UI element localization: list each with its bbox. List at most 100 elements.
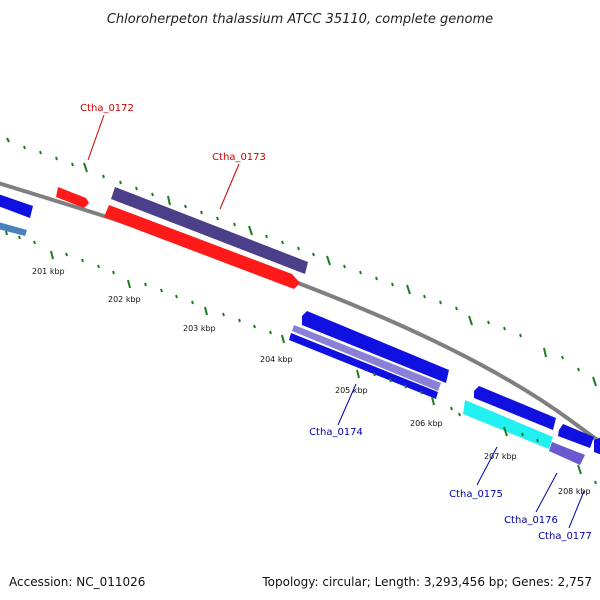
gene-leader: [476, 446, 498, 486]
outer-tick: [375, 276, 378, 281]
inner-tick: [404, 384, 407, 389]
gene-label-ctha-0177[interactable]: Ctha_0177: [538, 531, 592, 542]
kbp-label: 202 kbp: [108, 295, 141, 304]
outer-tick: [233, 222, 236, 227]
gene-arrow: [289, 333, 438, 399]
outer-tick: [312, 252, 315, 257]
outer-tick: [200, 210, 203, 215]
outer-tick: [71, 162, 74, 167]
outer-tick: [592, 376, 597, 387]
gene-label-ctha-0173[interactable]: Ctha_0173: [212, 152, 266, 163]
inner-tick: [536, 438, 539, 443]
gene-arrow: [0, 222, 27, 236]
inner-tick: [144, 282, 147, 287]
outer-tick: [135, 186, 138, 191]
gene-arrow: [292, 325, 441, 391]
outer-tick: [6, 137, 10, 143]
gene-arrow: [111, 187, 308, 274]
gene-label-ctha-0172[interactable]: Ctha_0172: [80, 103, 134, 114]
gene-label-ctha-0174[interactable]: Ctha_0174: [309, 427, 363, 438]
outer-tick: [151, 192, 154, 197]
outer-tick: [326, 255, 331, 266]
inner-tick: [373, 372, 376, 377]
gene-arrow: [474, 386, 556, 430]
inner-tick-ring: [5, 230, 597, 485]
outer-tick: [577, 367, 580, 372]
outer-tick: [83, 162, 88, 173]
gene-arrow: [463, 400, 553, 449]
gene-leader: [568, 490, 585, 529]
inner-tick: [175, 294, 178, 299]
inner-tick: [356, 369, 360, 379]
kbp-label: 207 kbp: [484, 452, 517, 461]
inner-tick: [503, 426, 508, 437]
gene-leader: [535, 472, 558, 513]
outer-tick: [439, 300, 442, 305]
outer-tick: [359, 270, 362, 275]
inner-tick: [204, 306, 208, 316]
gene-arrow: [558, 424, 594, 448]
inner-tick: [594, 480, 597, 485]
inner-tick: [127, 279, 131, 289]
inner-tick: [81, 258, 84, 263]
kbp-label: 204 kbp: [260, 355, 293, 364]
gene-label-ctha-0175[interactable]: Ctha_0175: [449, 489, 503, 500]
outer-tick: [519, 333, 522, 338]
outer-tick: [184, 204, 187, 209]
inner-tick: [389, 378, 392, 383]
inner-tick: [450, 406, 453, 411]
inner-tick: [112, 270, 115, 275]
gene-leaders: [87, 114, 585, 529]
accession-text: Accession: NC_011026: [9, 575, 145, 589]
inner-tick: [431, 396, 435, 406]
outer-tick: [102, 174, 105, 179]
outer-tick: [343, 264, 346, 269]
inner-tick: [577, 464, 582, 475]
outer-tick: [281, 240, 284, 245]
gene-label-ctha-0176[interactable]: Ctha_0176: [504, 515, 558, 526]
inner-tick: [65, 252, 68, 257]
inner-tick: [97, 264, 100, 269]
inner-tick: [253, 324, 256, 329]
gene-arrow: [104, 205, 300, 289]
reverse-genes: [289, 311, 600, 465]
outer-tick: [39, 150, 42, 155]
kbp-label: 206 kbp: [410, 419, 443, 428]
kbp-label: 208 kbp: [558, 487, 591, 496]
inner-tick: [238, 318, 241, 323]
gene-arrow: [56, 187, 89, 208]
inner-tick: [18, 235, 21, 240]
gene-leader: [87, 114, 105, 161]
kbp-label: 205 kbp: [335, 386, 368, 395]
gene-arrow: [302, 311, 449, 383]
outer-tick: [216, 216, 219, 221]
map-title: Chloroherpeton thalassium ATCC 35110, co…: [107, 12, 493, 27]
inner-tick: [521, 432, 524, 437]
outer-tick-ring: [6, 137, 597, 387]
inner-tick: [222, 312, 225, 317]
gene-arrow: [0, 194, 33, 218]
inner-tick: [33, 240, 36, 245]
outer-tick: [248, 225, 253, 236]
kbp-label: 201 kbp: [32, 267, 65, 276]
outer-tick: [423, 294, 426, 299]
gene-leader: [219, 163, 240, 210]
inner-tick: [50, 250, 54, 260]
inner-tick: [191, 300, 194, 305]
genome-summary-text: Topology: circular; Length: 3,293,456 bp…: [261, 575, 592, 589]
outer-tick: [468, 315, 473, 326]
outer-tick: [543, 347, 547, 358]
outer-tick: [119, 180, 122, 185]
outer-tick: [23, 145, 26, 150]
gene-arrow: [549, 442, 585, 465]
gene-arrow: [594, 437, 600, 455]
inner-tick: [281, 334, 285, 344]
outer-tick: [265, 234, 268, 239]
inner-tick: [420, 390, 423, 395]
outer-tick: [487, 320, 490, 325]
outer-tick: [455, 306, 458, 311]
outer-tick: [55, 156, 58, 161]
inner-tick: [458, 412, 461, 417]
